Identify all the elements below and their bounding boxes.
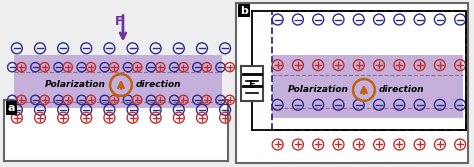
Text: direction: direction <box>136 80 182 90</box>
Text: direction: direction <box>379 86 424 95</box>
Text: a: a <box>8 103 16 113</box>
Text: b: b <box>240 6 248 16</box>
Text: Polarization: Polarization <box>45 80 106 90</box>
Bar <box>272 55 463 118</box>
Bar <box>272 11 466 130</box>
Text: F: F <box>115 15 124 28</box>
Bar <box>241 66 263 101</box>
Text: E: E <box>248 80 255 90</box>
Bar <box>4 100 228 161</box>
Bar <box>14 55 222 108</box>
Text: Polarization: Polarization <box>288 86 349 95</box>
Bar <box>236 3 468 163</box>
